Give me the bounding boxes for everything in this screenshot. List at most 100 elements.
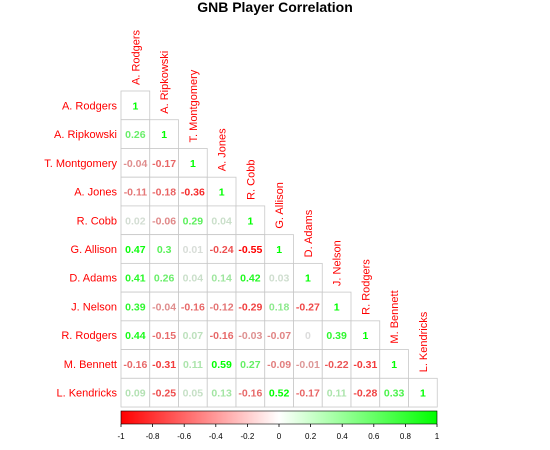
colorbar-bar	[120, 410, 438, 425]
cell-value: 0.39	[125, 301, 146, 313]
colorbar-tick-label: -0.2	[241, 432, 255, 441]
heatmap-cell	[178, 349, 208, 379]
cell-value: 0.18	[269, 301, 290, 313]
heatmap-cell	[206, 205, 237, 236]
colorbar-tick-label: 0.2	[305, 432, 317, 441]
cell-value: 1	[247, 215, 253, 227]
row-label: A. Jones	[74, 187, 117, 199]
heatmap-cell	[408, 377, 438, 408]
column-labels: A. Rodgers A. Ripkowski T. Montgomery A. Jo…	[130, 29, 430, 372]
row-label: A. Ripkowski	[54, 129, 117, 141]
cell-value: -0.18	[152, 187, 176, 199]
cell-value: -0.01	[296, 359, 320, 371]
heatmap-cell	[350, 349, 381, 379]
colorbar-tick-label: 0.4	[337, 432, 349, 441]
heatmap-cell	[350, 377, 381, 408]
heatmap-cell	[264, 234, 294, 264]
cell-value: 0.04	[211, 215, 232, 227]
cell-value: 0.07	[183, 330, 204, 342]
cell-value: 0.05	[183, 388, 204, 400]
cell-value: 0.14	[211, 273, 232, 285]
heatmap-cell	[264, 349, 294, 379]
heatmap-cell	[149, 176, 179, 207]
column-label: D. Adams	[303, 209, 315, 257]
heatmap-cell	[293, 262, 323, 293]
heatmap-cells: 1 0.26 1 -0.04 -0.17 1 -0.11 -0.18 -0.36 1 0.02 -0.…	[120, 90, 438, 408]
cell-value: -0.16	[210, 330, 234, 342]
cell-value: 0.13	[211, 388, 232, 400]
cell-value: -0.04	[123, 158, 147, 170]
row-label: T. Montgomery	[44, 158, 117, 170]
heatmap-cell	[120, 262, 151, 293]
heatmap-cell	[235, 377, 266, 408]
cell-value: 0.04	[183, 273, 204, 285]
cell-value: 0.44	[125, 330, 146, 342]
cell-value: 0.02	[125, 215, 146, 227]
row-label: R. Rodgers	[61, 330, 117, 342]
column-label: A. Rodgers	[130, 29, 142, 85]
heatmap-cell	[350, 320, 381, 350]
cell-value: 1	[276, 244, 282, 256]
cell-value: -0.17	[296, 388, 320, 400]
row-labels: A. Rodgers A. Ripkowski T. Montgomery A. Jo…	[44, 100, 117, 399]
heatmap-cell	[178, 234, 208, 264]
heatmap-cell	[149, 205, 179, 236]
heatmap-cell	[178, 148, 208, 178]
cell-value: -0.16	[181, 301, 205, 313]
cell-value: -0.55	[238, 244, 262, 256]
cell-value: 0.39	[326, 330, 347, 342]
heatmap-cell	[149, 377, 179, 408]
cell-value: 0.27	[240, 359, 261, 371]
cell-value: -0.12	[210, 301, 234, 313]
heatmap-cell	[206, 234, 237, 264]
heatmap-cell	[120, 119, 151, 149]
cell-value: 1	[219, 187, 225, 199]
cell-value: 0.26	[125, 129, 146, 141]
colorbar-tick-label: 0.8	[400, 432, 412, 441]
cell-value: -0.03	[238, 330, 262, 342]
colorbar: -1 -0.8 -0.6 -0.4 -0.2 0 0.2 0.4 0.6 0.8 1	[117, 410, 440, 441]
colorbar-tick-label: -1	[117, 432, 125, 441]
cell-value: -0.31	[353, 359, 377, 371]
cell-value: 0.52	[269, 388, 290, 400]
heatmap-cell	[120, 291, 151, 322]
row-label: D. Adams	[69, 273, 117, 285]
cell-value: -0.24	[210, 244, 234, 256]
cell-value: 1	[420, 388, 426, 400]
heatmap-cell	[321, 291, 352, 322]
cell-value: 0	[305, 330, 311, 342]
row-label: M. Bennett	[64, 359, 117, 371]
cell-value: 0.41	[125, 273, 146, 285]
cell-value: 0.3	[157, 244, 172, 256]
cell-value: 0.42	[240, 273, 261, 285]
heatmap-cell	[379, 349, 409, 379]
row-label: A. Rodgers	[62, 100, 118, 112]
heatmap-cell	[235, 349, 266, 379]
cell-value: -0.27	[296, 301, 320, 313]
heatmap-cell	[120, 377, 151, 408]
row-label: G. Allison	[71, 244, 117, 256]
row-label: R. Cobb	[77, 215, 117, 227]
cell-value: -0.15	[152, 330, 176, 342]
heatmap-cell	[120, 234, 151, 264]
heatmap-cell	[264, 377, 294, 408]
heatmap-cell	[149, 349, 179, 379]
colorbar-tick-label: 0	[277, 432, 282, 441]
cell-value: 1	[334, 301, 340, 313]
column-label: G. Allison	[274, 182, 286, 228]
cell-value: -0.25	[152, 388, 176, 400]
heatmap-cell	[264, 262, 294, 293]
heatmap-cell	[206, 377, 237, 408]
colorbar-tick-label: -0.6	[177, 432, 191, 441]
colorbar-tick-label: -0.4	[209, 432, 223, 441]
cell-value: -0.04	[152, 301, 176, 313]
heatmap-cell	[206, 176, 237, 207]
heatmap-cell	[264, 320, 294, 350]
cell-value: 1	[391, 359, 397, 371]
cell-value: -0.11	[124, 187, 148, 199]
column-label: L. Kendricks	[418, 311, 430, 372]
column-label: A. Jones	[217, 128, 229, 171]
heatmap-cell	[149, 262, 179, 293]
cell-value: -0.36	[181, 187, 205, 199]
heatmap-cell	[321, 349, 352, 379]
